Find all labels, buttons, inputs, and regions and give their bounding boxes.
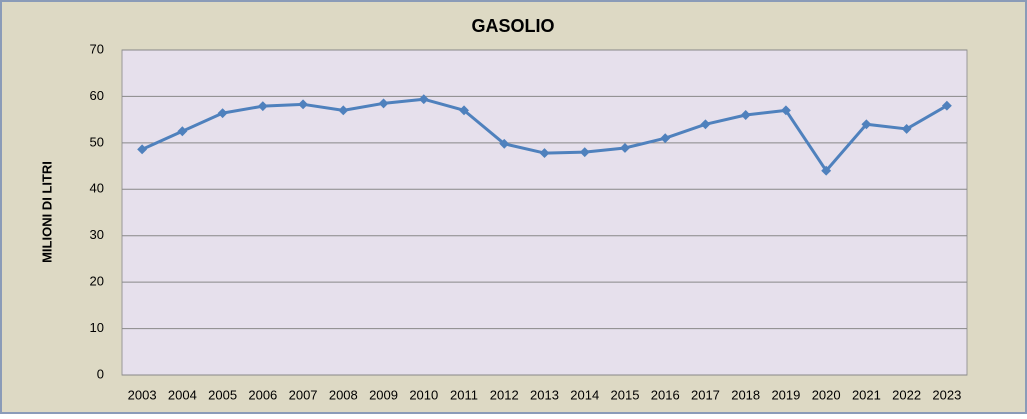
data-point [137, 144, 148, 155]
y-tick-label: 10 [90, 320, 104, 335]
x-tick-label: 2021 [852, 387, 881, 402]
data-point [700, 119, 711, 130]
data-point [579, 147, 590, 158]
data-point [901, 123, 912, 134]
data-point [539, 148, 550, 159]
x-tick-label: 2013 [530, 387, 559, 402]
data-point [780, 105, 791, 116]
x-tick-label: 2007 [289, 387, 318, 402]
x-tick-label: 2014 [570, 387, 599, 402]
data-point [821, 165, 832, 176]
data-point [217, 108, 228, 119]
x-tick-label: 2008 [329, 387, 358, 402]
x-tick-label: 2011 [450, 387, 478, 402]
y-tick-label: 20 [90, 274, 104, 289]
x-tick-label: 2023 [932, 387, 961, 402]
y-tick-label: 0 [97, 366, 104, 381]
data-point [177, 126, 188, 137]
data-point [499, 138, 510, 149]
y-axis-label: MILIONI DI LITRI [39, 161, 54, 263]
x-tick-label: 2003 [128, 387, 157, 402]
data-point [620, 143, 630, 153]
x-tick-label: 2005 [208, 387, 237, 402]
x-tick-label: 2022 [892, 387, 921, 402]
y-tick-label: 70 [90, 41, 104, 56]
x-tick-label: 2018 [731, 387, 760, 402]
y-tick-label: 50 [90, 134, 104, 149]
x-tick-label: 2009 [369, 387, 398, 402]
data-point [740, 110, 751, 120]
x-tick-label: 2010 [409, 387, 438, 402]
x-tick-label: 2006 [248, 387, 277, 402]
chart-title: GASOLIO [471, 16, 554, 36]
y-tick-label: 30 [90, 227, 104, 242]
plot-area [121, 49, 968, 376]
data-point [941, 100, 952, 111]
x-tick-label: 2004 [168, 387, 197, 402]
x-tick-label: 2019 [771, 387, 800, 402]
data-point [660, 133, 671, 144]
x-tick-label: 2015 [611, 387, 640, 402]
y-tick-label: 60 [90, 88, 104, 103]
y-tick-label: 40 [90, 181, 104, 196]
data-point [861, 119, 872, 130]
x-tick-label: 2020 [812, 387, 841, 402]
x-tick-label: 2017 [691, 387, 720, 402]
x-tick-label: 2016 [651, 387, 680, 402]
x-tick-label: 2012 [490, 387, 519, 402]
